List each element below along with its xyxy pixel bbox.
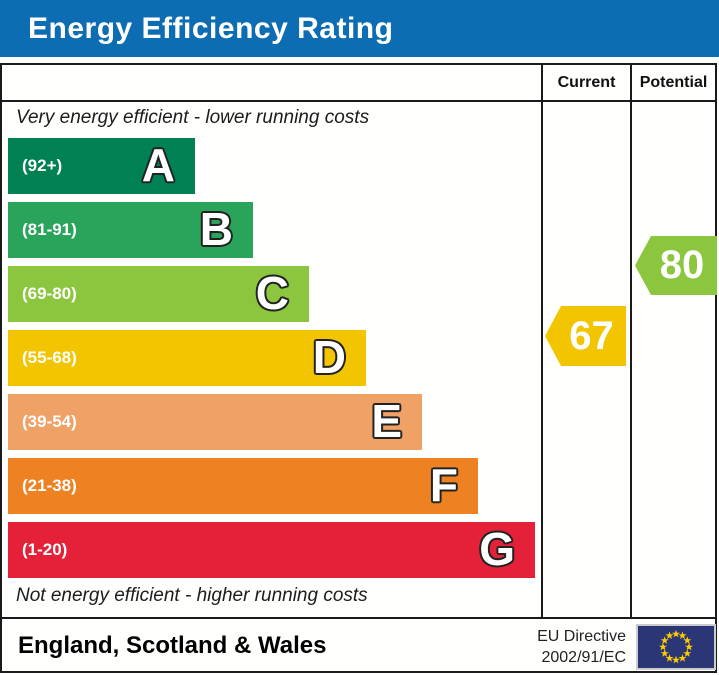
eu-directive-text: EU Directive 2002/91/EC xyxy=(537,626,626,668)
band-row-c: (69-80) C xyxy=(8,266,309,322)
title-bar: Energy Efficiency Rating xyxy=(0,0,719,57)
band-range: (92+) xyxy=(22,156,63,175)
band-letter: B xyxy=(199,203,233,255)
band-row-d: (55-68) D xyxy=(8,330,366,386)
column-header-current: Current xyxy=(557,74,616,91)
eu-flag-stars xyxy=(659,629,693,664)
band-range: (39-54) xyxy=(22,412,77,431)
footer-region-label: England, Scotland & Wales xyxy=(18,632,327,659)
current-rating-value: 67 xyxy=(569,313,614,358)
band-row-e: (39-54) E xyxy=(8,394,422,450)
rating-table: Current Potential Very energy efficient … xyxy=(0,63,717,673)
eu-directive-line1: EU Directive xyxy=(537,628,626,645)
band-row-b: (81-91) B xyxy=(8,202,253,258)
potential-column-divider xyxy=(630,65,632,617)
header-divider xyxy=(2,100,715,102)
band-range: (55-68) xyxy=(22,348,77,367)
eu-flag-icon xyxy=(636,624,716,670)
caption-not-efficient: Not energy efficient - higher running co… xyxy=(16,585,368,606)
band-letter: F xyxy=(429,459,458,511)
band-range: (1-20) xyxy=(22,540,68,559)
band-letter: A xyxy=(141,139,175,191)
potential-rating-marker: 80 xyxy=(635,236,717,295)
band-range: (81-91) xyxy=(22,220,77,239)
band-range: (69-80) xyxy=(22,284,77,303)
band-range: (21-38) xyxy=(22,476,77,495)
potential-rating-value: 80 xyxy=(659,243,705,287)
band-row-g: (1-20) G xyxy=(8,522,535,578)
caption-very-efficient: Very energy efficient - lower running co… xyxy=(16,107,370,128)
eu-directive-line2: 2002/91/EC xyxy=(541,649,626,666)
footer-divider xyxy=(2,617,715,619)
band-letter: D xyxy=(312,331,346,383)
band-letter: G xyxy=(479,523,515,575)
band-row-f: (21-38) F xyxy=(8,458,478,514)
current-column-divider xyxy=(541,65,543,617)
band-row-a: (92+) A xyxy=(8,138,195,194)
band-letter: C xyxy=(255,267,289,319)
page-title: Energy Efficiency Rating xyxy=(28,11,394,45)
column-header-potential: Potential xyxy=(639,74,708,91)
current-rating-marker: 67 xyxy=(545,306,626,366)
band-letter: E xyxy=(371,395,402,447)
